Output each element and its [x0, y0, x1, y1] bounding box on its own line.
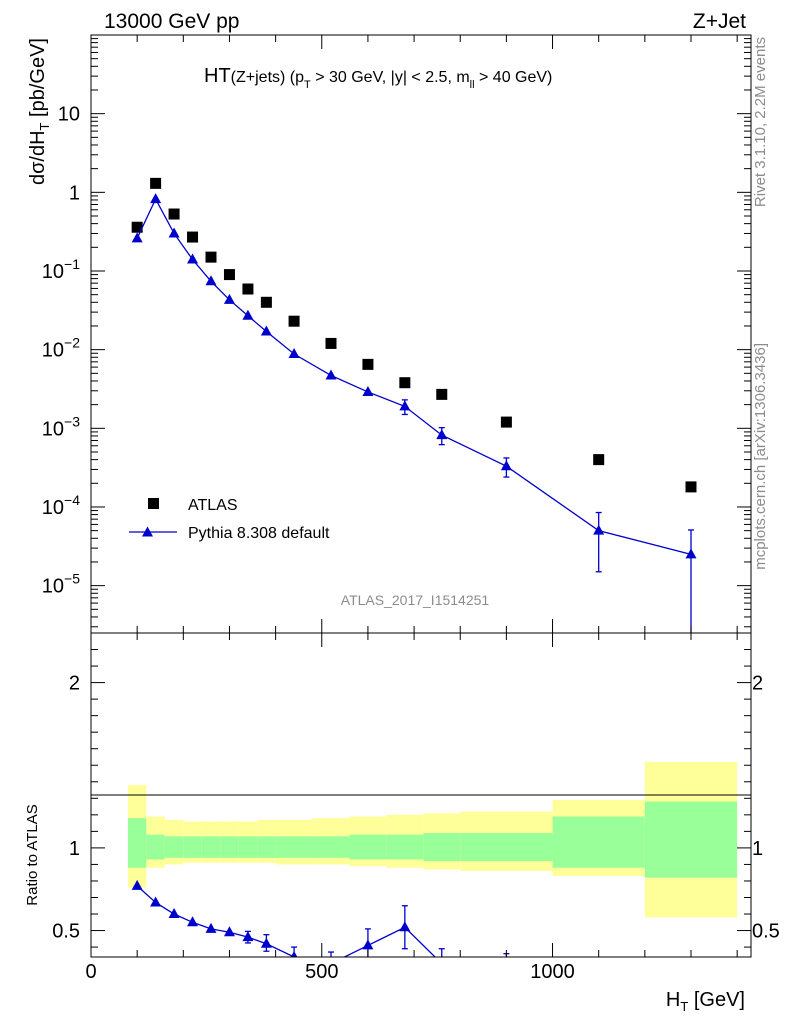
atlas-data-point: [131, 221, 143, 233]
atlas-data-point: [685, 481, 697, 493]
header-collision-label: 13000 GeV pp: [104, 10, 239, 33]
pythia-ratio-point: [399, 921, 411, 932]
pythia-data-point: [436, 429, 448, 440]
ratio-y-tick-label-right: 1: [752, 838, 763, 860]
pythia-ratio-point: [242, 931, 254, 942]
legend-pythia-label: Pythia 8.308 default: [188, 525, 330, 542]
pythia-data-point: [168, 227, 180, 238]
main-y-tick-label: 10−2: [42, 335, 80, 362]
atlas-data-point: [500, 416, 512, 428]
atlas-data-point: [223, 269, 235, 281]
plot-title: HT(Z+jets) (pT > 30 GeV, |y| < 2.5, mll …: [204, 65, 552, 91]
main-y-tick-label: 10−4: [42, 492, 80, 519]
uncertainty-band-inner: [386, 834, 424, 860]
ratio-panel: 0 500 1000 0.5 0.5 1 1 2 2 Ratio to ATLAS HT [Ge…: [24, 632, 780, 1014]
uncertainty-band-inner: [460, 833, 553, 862]
uncertainty-band-inner: [275, 836, 313, 858]
pythia-ratio-point: [223, 926, 235, 937]
ratio-y-tick-label: 0.5: [52, 921, 80, 943]
pythia-ratio-point: [187, 916, 199, 927]
atlas-data-point: [399, 377, 411, 389]
uncertainty-band-inner: [423, 833, 461, 862]
ratio-y-tick-label: 1: [69, 838, 80, 860]
x-axis-label: HT [GeV]: [666, 989, 745, 1014]
ratio-plot-frame: [90, 632, 752, 958]
pythia-data-point: [325, 369, 337, 380]
pythia-line: [136, 197, 692, 555]
pythia-ratio-point: [205, 922, 217, 933]
uncertainty-band-inner: [644, 801, 738, 878]
legend-pythia-marker: [142, 526, 153, 537]
legend-atlas-label: ATLAS: [188, 497, 238, 514]
pythia-ratio-point: [501, 961, 512, 971]
pythia-ratio-point: [168, 908, 180, 919]
legend-atlas-marker: [148, 498, 159, 509]
pythia-data-point: [187, 253, 199, 264]
pythia-data-point: [685, 548, 697, 559]
x-tick-label: 500: [305, 961, 338, 983]
header-process-label: Z+Jet: [693, 10, 746, 33]
pythia-data-point: [205, 275, 217, 286]
pythia-data-point: [131, 232, 143, 243]
uncertainty-band-inner: [183, 836, 202, 858]
pythia-data-point: [223, 293, 235, 304]
uncertainty-band-inner: [146, 834, 165, 860]
pythia-data-point: [242, 309, 254, 320]
pythia-data-point: [288, 348, 300, 359]
pythia-ratio-point: [362, 939, 374, 950]
uncertainty-band-inner: [257, 836, 276, 858]
atlas-data-point: [362, 358, 374, 370]
uncertainty-band-inner: [552, 816, 645, 868]
uncertainty-band-inner: [312, 836, 350, 858]
uncertainty-band-inner: [220, 836, 239, 858]
x-tick-label: 0: [85, 961, 96, 983]
main-y-axis-label: dσ/dHT [pb/GeV]: [27, 38, 52, 185]
mcplots-reference-label: mcplots.cern.ch [arXiv:1306.3436]: [752, 343, 769, 570]
pythia-ratio-point: [150, 896, 162, 907]
pythia-ratio-line: [136, 885, 436, 957]
atlas-data-point: [288, 315, 300, 327]
main-y-tick-label: 10−5: [42, 571, 80, 598]
uncertainty-band-inner: [238, 836, 258, 858]
main-y-tick-label: 1: [69, 182, 80, 204]
atlas-data-point: [187, 231, 199, 243]
main-panel: 10−5 10−4 10−3 10−2 10−1 1 10 HT(Z+jets) (pT >…: [27, 34, 752, 634]
ratio-y-axis-label: Ratio to ATLAS: [24, 804, 41, 905]
ratio-y-tick-label-right: 2: [752, 673, 763, 695]
uncertainty-band-inner: [349, 834, 387, 860]
atlas-data-point: [150, 177, 162, 189]
pythia-data-point: [150, 193, 162, 204]
pythia-data-point: [593, 524, 605, 535]
main-plot-frame: [90, 34, 752, 634]
pythia-data-point: [260, 325, 272, 336]
uncertainty-band-inner: [127, 818, 147, 868]
pythia-ratio-point: [260, 937, 272, 948]
uncertainty-band-inner: [164, 836, 184, 858]
main-y-tick-label: 10: [58, 104, 80, 126]
analysis-watermark: ATLAS_2017_I1514251: [341, 592, 490, 608]
pythia-data-point: [362, 385, 374, 396]
atlas-data-point: [205, 251, 217, 263]
atlas-data-point: [325, 337, 337, 349]
main-y-tick-label: 10−1: [42, 256, 80, 283]
pythia-ratio-point: [131, 879, 143, 890]
pythia-data-point: [500, 460, 512, 471]
pythia-ratio-point: [436, 958, 447, 968]
atlas-data-point: [436, 388, 448, 400]
ratio-y-tick-label-right: 0.5: [752, 921, 780, 943]
atlas-data-point: [168, 208, 180, 220]
main-y-tick-label: 10−3: [42, 413, 80, 440]
pythia-ratio-point: [290, 951, 298, 957]
atlas-data-point: [242, 283, 254, 295]
pythia-data-point: [399, 400, 411, 411]
ratio-y-tick-label: 2: [69, 673, 80, 695]
x-tick-label: 1000: [530, 961, 575, 983]
legend: ATLAS Pythia 8.308 default: [129, 497, 330, 542]
atlas-data-point: [593, 454, 605, 466]
rivet-version-label: Rivet 3.1.10, 2.2M events: [752, 37, 769, 207]
uncertainty-band-inner: [201, 836, 221, 858]
pythia-ratio-point: [593, 987, 604, 997]
atlas-data-point: [260, 296, 272, 308]
